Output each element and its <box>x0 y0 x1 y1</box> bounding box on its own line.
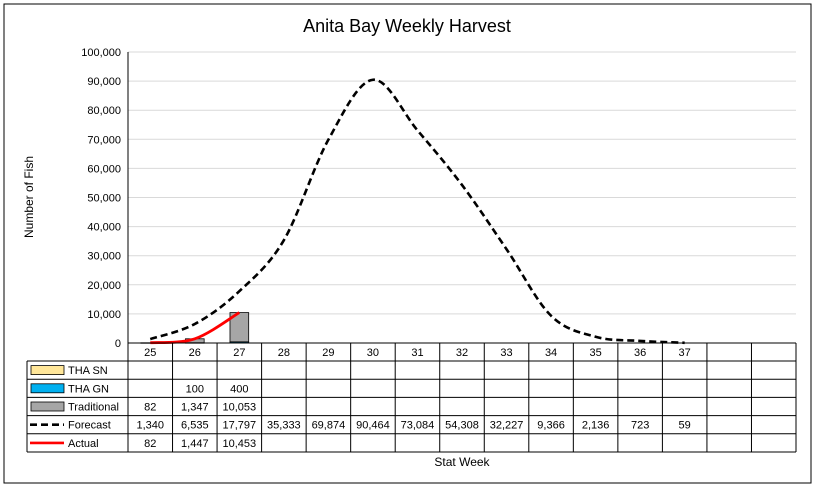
legend-label: Forecast <box>68 420 111 432</box>
data-label: 723 <box>631 420 649 432</box>
data-label: 10,453 <box>223 438 257 450</box>
data-label: 32,227 <box>490 420 524 432</box>
legend-key-tha-sn <box>30 365 65 376</box>
y-tick-label: 50,000 <box>87 193 121 205</box>
data-label: 69,874 <box>312 420 346 432</box>
data-label: 1,347 <box>181 402 209 414</box>
chart-border <box>3 3 812 484</box>
legend-label: THA SN <box>68 365 108 377</box>
y-tick-label: 80,000 <box>87 105 121 117</box>
x-tick-label: 36 <box>634 347 646 359</box>
x-tick-label: 30 <box>367 347 379 359</box>
x-tick-label: 31 <box>411 347 423 359</box>
data-label: 90,464 <box>356 420 390 432</box>
y-tick-label: 30,000 <box>87 251 121 263</box>
gridlines <box>127 51 796 343</box>
bar-traditional <box>229 312 250 343</box>
y-tick-label: 100,000 <box>81 47 121 59</box>
data-label: 100 <box>186 383 204 395</box>
data-label: 73,084 <box>401 420 435 432</box>
y-axis-title: Number of Fish <box>22 156 36 238</box>
data-label: 1,340 <box>137 420 165 432</box>
y-tick-labels: 0 10,000 20,000 30,000 40,000 50,000 60,000 70,… <box>81 47 121 350</box>
y-tick-label: 0 <box>115 338 121 350</box>
y-tick-label: 70,000 <box>87 134 121 146</box>
data-label: 2,136 <box>582 420 610 432</box>
data-label: 35,333 <box>267 420 301 432</box>
line-forecast <box>149 78 685 345</box>
data-label: 1,447 <box>181 438 209 450</box>
data-label: 10,053 <box>223 402 257 414</box>
legend-label: THA GN <box>68 383 109 395</box>
x-tick-label: 35 <box>589 347 601 359</box>
x-tick-label: 27 <box>233 347 245 359</box>
legend-key-tha-gn <box>30 383 65 394</box>
x-tick-label: 29 <box>322 347 334 359</box>
x-tick-label: 28 <box>278 347 290 359</box>
data-label: 82 <box>144 402 156 414</box>
data-label: 6,535 <box>181 420 209 432</box>
legend-label: Actual <box>68 438 99 450</box>
data-label: 400 <box>230 383 248 395</box>
data-label: 17,797 <box>223 420 257 432</box>
x-tick-label: 37 <box>679 347 691 359</box>
x-tick-label: 26 <box>189 347 201 359</box>
chart-title: Anita Bay Weekly Harvest <box>303 16 511 36</box>
y-tick-label: 40,000 <box>87 222 121 234</box>
data-label: 54,308 <box>445 420 479 432</box>
x-axis-title: Stat Week <box>434 455 490 469</box>
legend-key-traditional <box>30 401 65 412</box>
x-tick-label: 34 <box>545 347 557 359</box>
x-tick-label: 25 <box>144 347 156 359</box>
data-table: 25 26 27 28 29 30 31 32 33 34 35 36 37 THA SN THA GN 10… <box>26 342 797 453</box>
y-tick-label: 20,000 <box>87 280 121 292</box>
data-label: 9,366 <box>537 420 565 432</box>
y-tick-label: 90,000 <box>87 76 121 88</box>
y-tick-label: 10,000 <box>87 309 121 321</box>
legend-label: Traditional <box>68 402 119 414</box>
data-label: 59 <box>679 420 691 432</box>
y-tick-label: 60,000 <box>87 163 121 175</box>
data-label: 82 <box>144 438 156 450</box>
x-tick-label: 33 <box>500 347 512 359</box>
x-tick-label: 32 <box>456 347 468 359</box>
